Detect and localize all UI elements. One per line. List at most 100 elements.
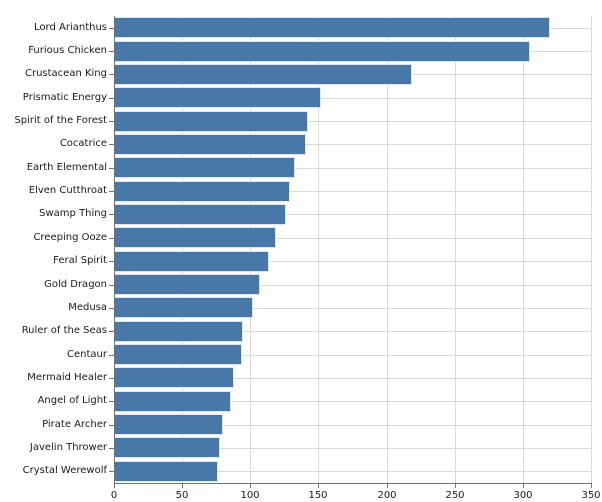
bar — [114, 17, 550, 38]
x-axis-spine — [114, 483, 592, 484]
h-gridline — [114, 355, 591, 356]
h-gridline — [114, 238, 591, 239]
x-tick — [250, 484, 251, 488]
h-gridline — [114, 285, 591, 286]
v-gridline — [318, 16, 319, 483]
x-tick-label: 250 — [445, 490, 465, 501]
y-tick — [109, 238, 114, 239]
y-tick — [109, 378, 114, 379]
y-tick-label: Elven Cutthroat — [28, 185, 107, 196]
h-gridline — [114, 214, 591, 215]
y-tick — [109, 355, 114, 356]
y-tick-label: Gold Dragon — [44, 279, 107, 290]
h-gridline — [114, 261, 591, 262]
bar — [114, 157, 295, 178]
h-gridline — [114, 308, 591, 309]
x-tick-label: 50 — [175, 490, 189, 501]
bar — [114, 367, 234, 388]
y-tick — [109, 51, 114, 52]
y-tick-label: Javelin Thrower — [29, 442, 107, 453]
y-tick-label: Medusa — [68, 302, 107, 313]
y-tick — [109, 168, 114, 169]
h-gridline — [114, 331, 591, 332]
y-tick-label: Centaur — [67, 349, 107, 360]
y-tick-label: Feral Spirit — [53, 255, 107, 266]
bar — [114, 344, 242, 365]
y-tick — [109, 98, 114, 99]
bar — [114, 41, 530, 62]
y-tick-label: Prismatic Energy — [22, 92, 107, 103]
y-tick — [109, 28, 114, 29]
y-tick — [109, 401, 114, 402]
x-tick-label: 150 — [308, 490, 328, 501]
y-tick — [109, 425, 114, 426]
v-gridline — [387, 16, 388, 483]
y-tick-label: Furious Chicken — [28, 45, 107, 56]
x-tick-label: 300 — [513, 490, 533, 501]
bar — [114, 134, 306, 155]
v-gridline — [250, 16, 251, 483]
h-gridline — [114, 121, 591, 122]
h-gridline — [114, 98, 591, 99]
bar — [114, 251, 269, 272]
y-tick-label: Cocatrice — [59, 138, 107, 149]
y-tick — [109, 471, 114, 472]
y-tick-label: Pirate Archer — [42, 419, 107, 430]
v-gridline — [182, 16, 183, 483]
bar — [114, 204, 286, 225]
h-gridline — [114, 191, 591, 192]
x-tick — [523, 484, 524, 488]
x-tick — [387, 484, 388, 488]
v-gridline — [455, 16, 456, 483]
bar — [114, 297, 253, 318]
y-tick-label: Crustacean King — [24, 68, 107, 79]
bar — [114, 227, 276, 248]
h-gridline — [114, 168, 591, 169]
y-tick — [109, 261, 114, 262]
y-tick-label: Creeping Ooze — [33, 232, 107, 243]
bar — [114, 181, 290, 202]
bar — [114, 437, 220, 458]
y-tick-label: Crystal Werewolf — [22, 465, 107, 476]
bar — [114, 111, 308, 132]
x-tick — [182, 484, 183, 488]
x-tick-label: 200 — [377, 490, 397, 501]
x-tick-label: 100 — [240, 490, 260, 501]
h-gridline — [114, 378, 591, 379]
h-gridline — [114, 471, 591, 472]
y-tick-label: Lord Arianthus — [34, 22, 107, 33]
h-gridline — [114, 448, 591, 449]
y-tick — [109, 74, 114, 75]
v-gridline — [591, 16, 592, 483]
y-tick-label: Spirit of the Forest — [14, 115, 107, 126]
y-tick-label: Ruler of the Seas — [21, 325, 107, 336]
x-tick-label: 0 — [110, 490, 118, 501]
bar — [114, 461, 218, 482]
x-tick — [114, 484, 115, 488]
y-tick — [109, 121, 114, 122]
v-gridline — [523, 16, 524, 483]
y-tick — [109, 448, 114, 449]
h-gridline — [114, 401, 591, 402]
bar — [114, 274, 260, 295]
x-tick — [591, 484, 592, 488]
x-tick-label: 350 — [581, 490, 601, 501]
y-tick-label: Mermaid Healer — [27, 372, 107, 383]
y-axis-spine — [114, 16, 115, 483]
y-tick — [109, 191, 114, 192]
y-tick — [109, 285, 114, 286]
bar — [114, 64, 412, 85]
y-tick-label: Swamp Thing — [39, 208, 107, 219]
bar — [114, 414, 223, 435]
x-tick — [318, 484, 319, 488]
y-tick — [109, 308, 114, 309]
h-gridline — [114, 144, 591, 145]
y-tick — [109, 214, 114, 215]
y-tick-label: Angel of Light — [37, 395, 107, 406]
x-tick — [455, 484, 456, 488]
bar — [114, 321, 243, 342]
y-tick — [109, 144, 114, 145]
y-tick-label: Earth Elemental — [26, 162, 107, 173]
bar — [114, 87, 321, 108]
